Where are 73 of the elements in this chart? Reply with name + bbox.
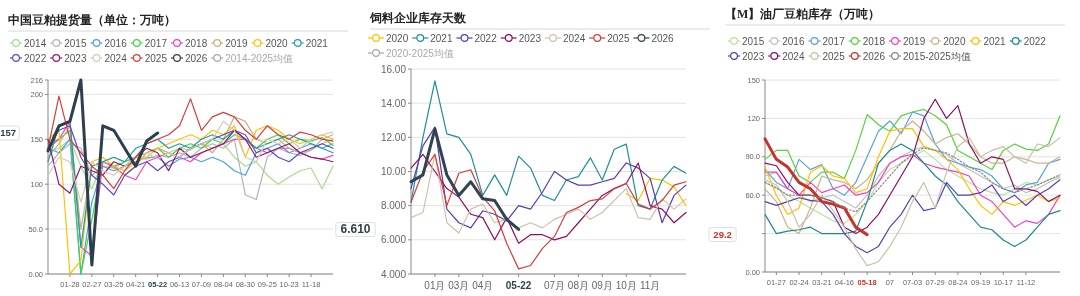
line-series [47,134,334,201]
text: 157 [0,127,17,139]
line-series [764,108,1061,183]
legend-label: 2014-2025均值 [225,52,294,64]
line-series [409,127,521,231]
y-tick-label: 12.00 [380,131,407,143]
x-tick-label: 01月 [424,280,446,291]
legend-label: 2017 [144,37,168,49]
legend-label: 2026 [651,32,675,44]
y-tick-label: 4.000 [380,268,407,280]
legend-label: 2015 [64,37,87,49]
legend-label: 2016 [782,35,805,47]
line-series [46,78,160,267]
line-series [764,137,1061,267]
line-series [47,95,334,190]
x-tick-label: 03月 [448,280,470,291]
text: 6.610 [340,221,371,236]
legend-label: 2022 [1023,35,1047,47]
legend-label: 2021 [430,32,453,44]
x-tick-label: 10月 [615,280,637,291]
legend-label: 2016 [104,37,128,49]
line-series [764,179,1061,254]
line-series [764,111,1061,196]
legend-label: 2025 [607,32,630,44]
y-tick-label: 8.000 [380,200,407,212]
legend-label: 2022 [24,52,47,64]
x-tick-label: 04月 [472,280,494,291]
y-tick-label: 6.000 [380,234,407,246]
line-series [764,98,1061,235]
legend-label: 2026 [184,52,208,64]
legend-label: 2024 [104,52,128,64]
line-series [410,80,687,210]
y-tick-label: 14.00 [380,97,407,109]
legend-label: 2022 [474,32,498,44]
legend-label: 2020 [265,37,289,49]
line-series [625,177,687,207]
legend-label: 2014 [24,37,47,49]
legend-label: 2023 [518,32,542,44]
legend-label: 2020-2025均值 [386,47,454,59]
legend-label: 2018 [862,35,886,47]
x-tick-label: 08月 [567,280,589,291]
legend-label: 2024 [782,50,805,62]
legend-label: 2023 [64,52,87,64]
legend-label: 2017 [822,35,846,47]
chart-title: 【M】油厂豆粕库存（万吨） [725,7,881,21]
legend-label: 2019 [225,37,248,49]
legend-label: 2026 [862,50,886,62]
chart-title: 中国豆粕提货量（单位：万吨） [8,13,176,27]
legend-label: 2020 [943,35,966,47]
x-tick-label: 11月 [639,280,661,291]
line-series [763,137,869,237]
legend-label: 2021 [305,37,329,49]
legend-label: 2023 [742,50,765,62]
legend-label: 2019 [902,35,926,47]
legend-label: 2015 [742,35,765,47]
line-series [764,120,1061,235]
line-series [410,153,687,270]
x-tick-label: 05-22 [505,280,532,291]
legend-label: 2018 [184,37,208,49]
text: 29.2 [713,229,732,241]
legend-label: 2021 [983,35,1007,47]
legend-label: 2015-2025均值 [902,50,971,62]
x-tick-label: 07月 [543,280,566,291]
line-series [764,128,1061,215]
y-tick-label: 16.00 [380,63,407,75]
legend-label: 2025 [822,50,846,62]
chart-title: 饲料企业库存天数 [369,11,467,25]
line-series [764,143,1061,247]
legend-label: 2020 [386,32,409,44]
legend-label: 2024 [562,32,586,44]
y-tick-label: 10.00 [380,166,407,177]
legend-label: 2025 [144,52,168,64]
x-tick-label: 09月 [591,280,613,291]
